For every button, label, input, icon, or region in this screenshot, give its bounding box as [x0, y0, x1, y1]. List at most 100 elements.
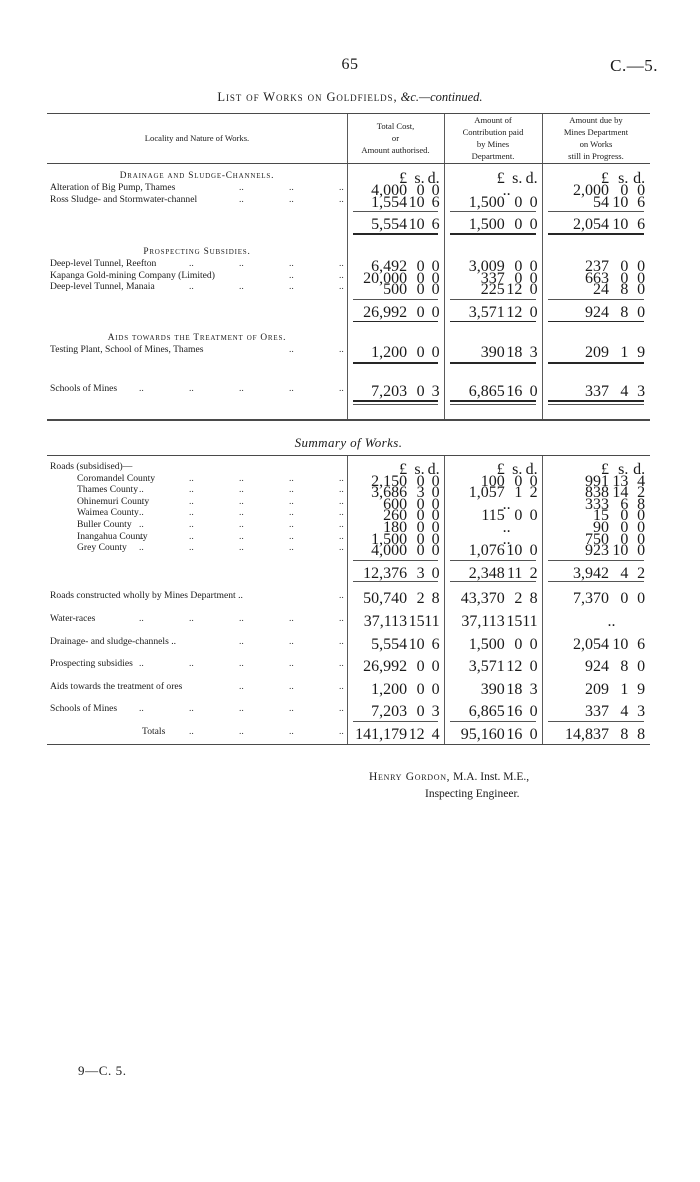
amount-col1-pence: 0	[431, 658, 440, 676]
amount-col1-shillings: 0	[416, 507, 425, 525]
amount-col1-pounds: 5,554	[371, 635, 408, 653]
table-row: Schools of Mines.......... 7,203 0 3 6,865 16…	[47, 703, 650, 720]
amount-col1-pence: 0	[431, 495, 440, 513]
leader-dots: ..	[289, 484, 294, 496]
leader-dots: ..	[339, 484, 344, 496]
amount-col1-shillings: 0	[416, 658, 425, 676]
running-head: 65 C.—5.	[0, 56, 700, 80]
amount-col3-pounds: 337	[584, 703, 609, 721]
leader-dots: ..	[289, 680, 294, 692]
caption-main: List of Works on Goldfields,	[217, 90, 398, 104]
amount-col3-shillings: 10	[612, 216, 629, 234]
amount-col1-pounds: 50,740	[363, 590, 408, 608]
amount-col3-pence: 0	[637, 181, 646, 199]
amount-col3-pounds: 838	[584, 484, 609, 502]
row-label: Alteration of Big Pump, Thames	[50, 181, 176, 193]
summary-total-col1-pounds: 141,179	[355, 726, 408, 744]
amount-col1-pence: 0	[431, 564, 440, 582]
amount-col3-pounds: 333	[584, 495, 609, 513]
amount-col2-pence: 0	[529, 304, 538, 322]
amount-col2-shillings: 18	[506, 344, 523, 362]
amount-col2-shillings: 18	[506, 680, 523, 698]
leader-dots: ..	[239, 542, 244, 554]
row-label: Kapanga Gold-mining Company (Limited)	[50, 269, 215, 281]
header-contribution-line2: Contribution paid	[462, 127, 524, 138]
amount-col3-shillings: 0	[620, 530, 629, 548]
leader-dots: ..	[339, 542, 344, 554]
amount-col1-pence: 11	[424, 613, 440, 631]
section-heading: Aids towards the Treatment of Ores.	[107, 332, 287, 343]
page-folio: 65	[341, 56, 359, 73]
column-divider	[347, 164, 348, 420]
amount-col3-pounds: 209	[584, 680, 609, 698]
table-row: Aids towards the treatment of ores......…	[47, 680, 650, 698]
summary-total-col2-pence: 0	[529, 726, 538, 744]
leader-dots: ..	[339, 613, 344, 625]
header-total-cost-line3: Amount authorised.	[361, 144, 430, 155]
amount-col1-shillings: 2	[416, 590, 425, 608]
summary-total-col2-shillings: 16	[506, 726, 523, 744]
signature-name: Henry Gordon,	[369, 771, 451, 783]
amount-col1-shillings: 0	[416, 181, 425, 199]
amount-col2-shillings: ..	[502, 530, 511, 548]
leader-dots: ..	[189, 472, 194, 484]
currency-head-col2-pence: d.	[525, 170, 538, 188]
table-top-rule	[47, 113, 650, 115]
summary-total-col2-pounds: 95,160	[460, 726, 505, 744]
leader-dots: ..	[339, 726, 344, 738]
currency-head-col1-shillings: s.	[414, 170, 425, 188]
column-rule	[548, 320, 644, 323]
amount-col2-pence: 11	[522, 613, 538, 631]
amount-col2-shillings: 0	[514, 507, 523, 525]
column-rule	[450, 721, 536, 723]
amount-col2-pounds: 390	[480, 680, 505, 698]
amount-col3-pence: 0	[637, 658, 646, 676]
column-rule	[353, 299, 438, 301]
summary-currency-head-col2-pounds: £	[496, 461, 505, 479]
leader-dots: ..	[289, 344, 294, 356]
leader-dots: ..	[189, 542, 194, 554]
amount-col2-pounds: 1,500	[468, 635, 505, 653]
row-label: Schools of Mines	[50, 703, 118, 715]
column-rule	[353, 361, 438, 364]
summary-currency-head-col3-pounds: £	[600, 461, 609, 479]
amount-col1-pence: 0	[431, 519, 440, 537]
column-rule	[548, 721, 644, 723]
amount-col3-shillings: 4	[620, 382, 629, 400]
amount-col1-pence: 8	[431, 590, 440, 608]
row-label: Inangahua County	[77, 530, 148, 542]
table-row: Ross Sludge- and Stormwater-channel.....…	[47, 194, 650, 211]
amount-col3-pence: 9	[637, 344, 646, 362]
table-row: Deep-level Tunnel, Reefton........ 6,492 0…	[47, 258, 650, 275]
leader-dots: ..	[339, 507, 344, 519]
amount-col2-pounds: 1,057	[468, 484, 505, 502]
row-spacer	[47, 738, 650, 744]
leader-dots: ..	[189, 484, 194, 496]
amount-col3-shillings: 6	[620, 495, 629, 513]
amount-col1-pounds: 26,992	[363, 658, 408, 676]
amount-col1-shillings: 0	[416, 680, 425, 698]
amount-col3-shillings: 1	[620, 680, 629, 698]
column-rule	[548, 211, 644, 213]
amount-col3-pounds: 750	[584, 530, 609, 548]
amount-col2-shillings: 0	[514, 472, 523, 490]
column-rule-group	[47, 559, 650, 561]
amount-col3-shillings: 14	[612, 484, 629, 502]
amount-col1-pounds: 37,113	[363, 613, 408, 631]
amount-col3-pounds: 2,000	[572, 181, 609, 199]
amount-col1-pounds: 1,500	[371, 530, 408, 548]
header-total-cost-line2: or	[391, 132, 400, 143]
column-rule	[548, 404, 644, 406]
column-divider	[444, 456, 445, 745]
table-header: Locality and Nature of Works. Total Cost,…	[47, 114, 650, 164]
column-rule	[450, 232, 536, 235]
amount-col2-shillings: 0	[514, 269, 523, 287]
section-heading: Prospecting Subsidies.	[143, 246, 251, 257]
amount-col2-shillings: 0	[514, 258, 523, 276]
column-rule	[548, 232, 644, 235]
column-rule	[450, 320, 536, 323]
signature-name-line: Henry Gordon, M.A. Inst. M.E.,	[369, 769, 650, 786]
amount-col1-pounds: 12,376	[363, 564, 408, 582]
amount-col3-shillings: 4	[620, 564, 629, 582]
